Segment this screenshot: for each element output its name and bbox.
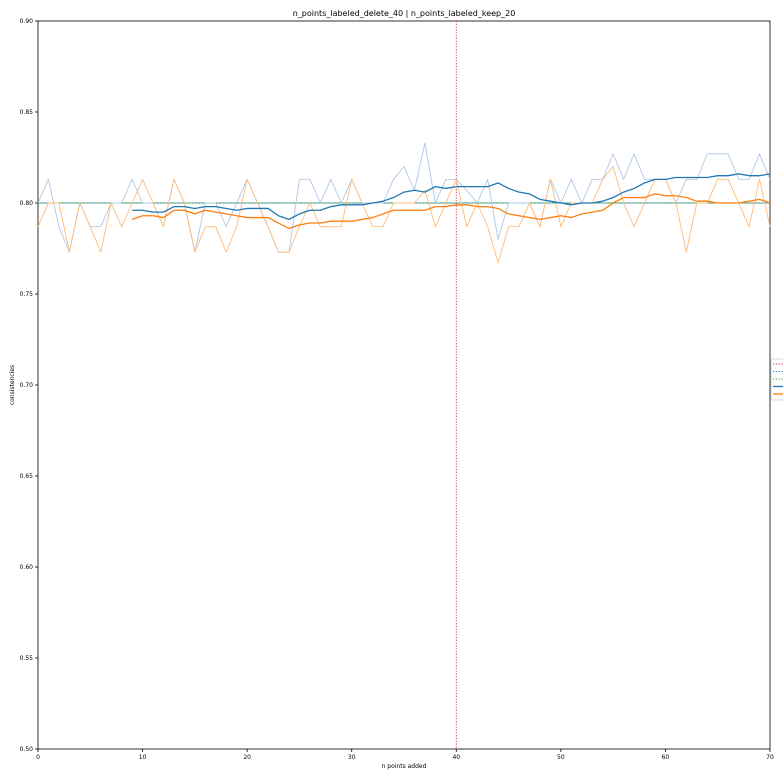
legend xyxy=(770,358,783,401)
series-line-3 xyxy=(132,173,771,221)
x-tick-label: 10 xyxy=(139,754,147,761)
y-tick-label: 0.50 xyxy=(20,746,34,753)
y-tick-label: 0.85 xyxy=(20,109,34,116)
y-tick-label: 0.65 xyxy=(20,473,34,480)
y-tick-label: 0.80 xyxy=(20,200,34,207)
y-axis-label: consistencies xyxy=(9,365,16,405)
y-tick-label: 0.75 xyxy=(20,291,34,298)
y-tick-label: 0.55 xyxy=(20,655,34,662)
x-tick-label: 20 xyxy=(243,754,251,761)
y-tick-label: 0.90 xyxy=(20,18,34,25)
chart-marks: 0 10 20 30 40 50 60 70 0.50 0.55 0.60 0.65 0.70 0.75 0… xyxy=(20,18,774,761)
x-tick-label: 50 xyxy=(557,754,565,761)
series-line-2 xyxy=(37,166,771,264)
y-tick-label: 0.60 xyxy=(20,564,34,571)
x-tick-label: 30 xyxy=(348,754,356,761)
y-tick-label: 0.70 xyxy=(20,382,34,389)
x-tick-label: 40 xyxy=(452,754,460,761)
series-line-4 xyxy=(131,193,771,230)
x-axis-label: n points added xyxy=(382,763,427,770)
x-tick-label: 60 xyxy=(662,754,670,761)
chart-title: n_points_labeled_delete_40 | n_points_la… xyxy=(293,9,516,18)
x-tick-label: 70 xyxy=(766,754,774,761)
x-tick-label: 0 xyxy=(36,754,40,761)
legend-box xyxy=(770,358,783,401)
